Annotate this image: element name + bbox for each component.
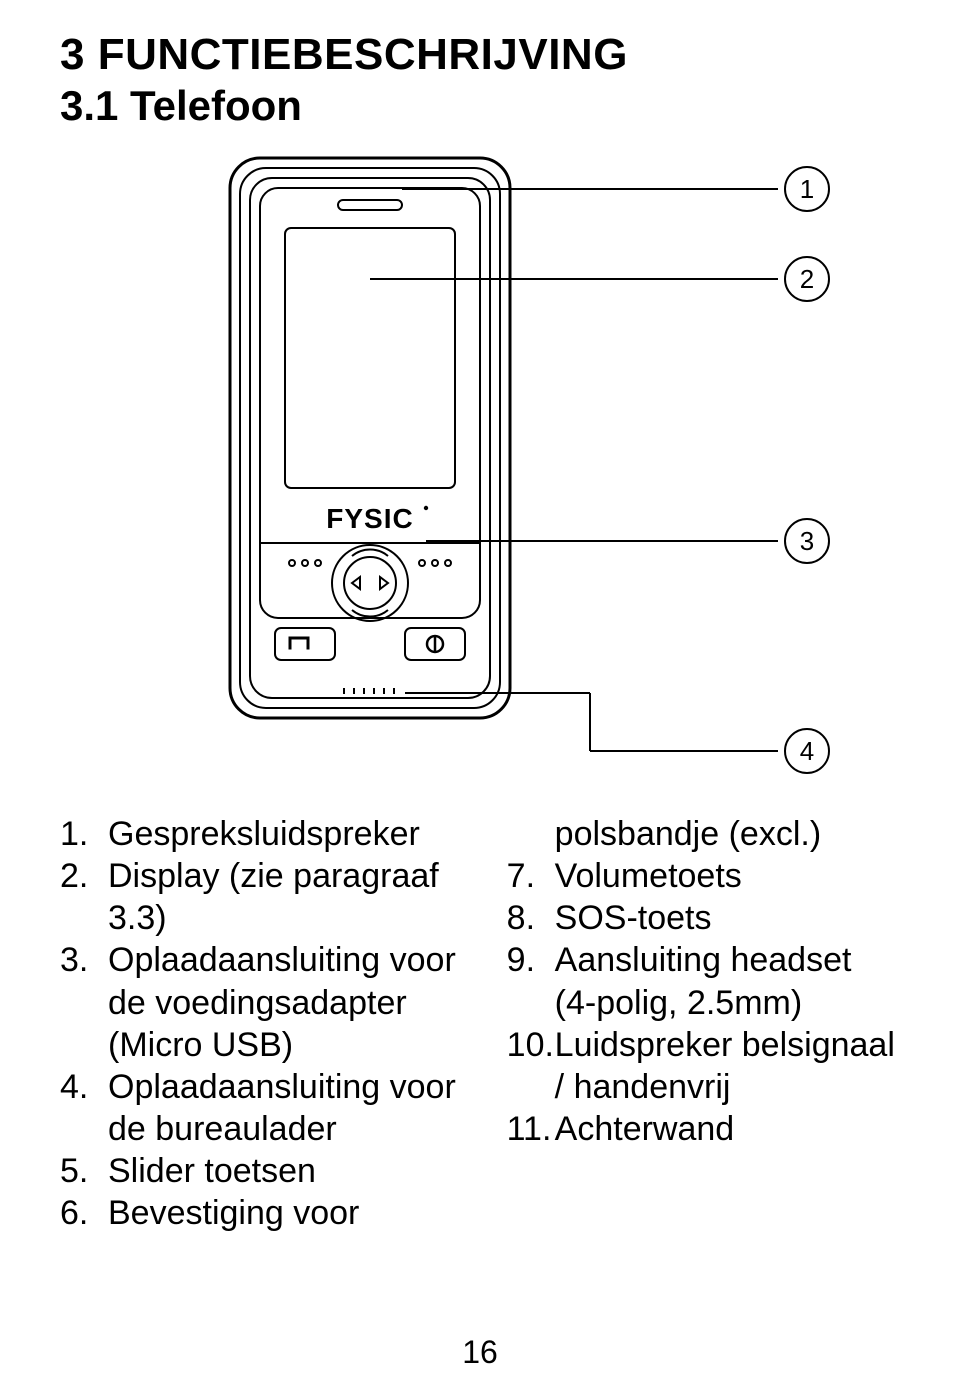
item-number: 4. [60, 1066, 108, 1150]
item-text: Oplaadaansluiting voor de bureaulader [108, 1066, 493, 1150]
list-item: 4. Oplaadaansluiting voor de bureaulader [60, 1066, 493, 1150]
list-item: 9. Aansluiting headset (4-polig, 2.5mm) [507, 939, 900, 1023]
list-item: 5. Slider toetsen [60, 1150, 493, 1192]
item-text: Gespreksluidspreker [108, 813, 493, 855]
item-text: Volumetoets [555, 855, 900, 897]
item-text: Oplaadaansluiting voor de voedingsadapte… [108, 939, 493, 1065]
item-number [507, 813, 555, 855]
item-text: polsbandje (excl.) [555, 813, 900, 855]
list-item: 1. Gespreksluidspreker [60, 813, 493, 855]
list-item: polsbandje (excl.) [507, 813, 900, 855]
list-item: 2. Display (zie paragraaf 3.3) [60, 855, 493, 939]
subsection-heading: 3.1 Telefoon [60, 82, 900, 130]
item-text: Achterwand [555, 1108, 900, 1150]
item-number: 1. [60, 813, 108, 855]
list-item: 7. Volumetoets [507, 855, 900, 897]
list-item: 11. Achterwand [507, 1108, 900, 1150]
item-number: 11. [507, 1108, 555, 1150]
item-number: 6. [60, 1192, 108, 1234]
page-number: 16 [0, 1334, 960, 1371]
item-number: 7. [507, 855, 555, 897]
callout-2: 2 [784, 256, 830, 302]
item-text: Bevestiging voor [108, 1192, 493, 1234]
legend-right-column: polsbandje (excl.) 7. Volumetoets 8. SOS… [507, 813, 900, 1235]
callout-4: 4 [784, 728, 830, 774]
svg-text:FYSIC: FYSIC [326, 503, 413, 534]
section-heading: 3 FUNCTIEBESCHRIJVING [60, 30, 900, 80]
item-text: Luidspreker belsignaal / handenvrij [555, 1024, 900, 1108]
phone-svg: FYSIC [130, 148, 830, 788]
item-number: 8. [507, 897, 555, 939]
phone-diagram: FYSIC [130, 148, 830, 788]
item-number: 3. [60, 939, 108, 1065]
callout-3: 3 [784, 518, 830, 564]
item-number: 2. [60, 855, 108, 939]
list-item: 10. Luidspreker belsignaal / handenvrij [507, 1024, 900, 1108]
item-number: 9. [507, 939, 555, 1023]
legend-left-column: 1. Gespreksluidspreker 2. Display (zie p… [60, 813, 493, 1235]
item-text: Slider toetsen [108, 1150, 493, 1192]
list-item: 8. SOS-toets [507, 897, 900, 939]
manual-page: 3 FUNCTIEBESCHRIJVING 3.1 Telefoon FYSIC [0, 0, 960, 1391]
list-item: 3. Oplaadaansluiting voor de voedingsada… [60, 939, 493, 1065]
item-text: SOS-toets [555, 897, 900, 939]
item-text: Aansluiting headset (4-polig, 2.5mm) [555, 939, 900, 1023]
callout-1: 1 [784, 166, 830, 212]
diagram-container: FYSIC [60, 148, 900, 788]
list-item: 6. Bevestiging voor [60, 1192, 493, 1234]
legend-columns: 1. Gespreksluidspreker 2. Display (zie p… [60, 813, 900, 1235]
item-number: 5. [60, 1150, 108, 1192]
item-number: 10. [507, 1024, 555, 1108]
item-text: Display (zie paragraaf 3.3) [108, 855, 493, 939]
